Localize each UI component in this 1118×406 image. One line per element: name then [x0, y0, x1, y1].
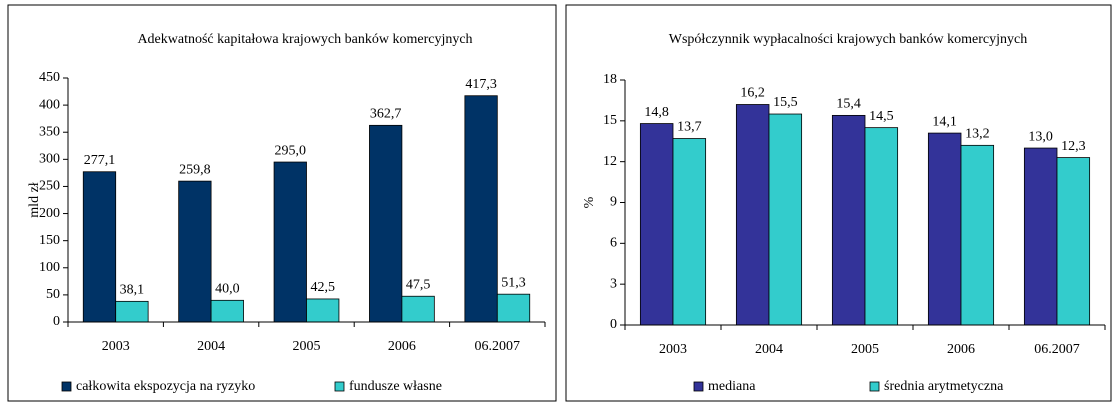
data-label: 14,8 — [644, 105, 669, 120]
data-label: 13,0 — [1028, 129, 1053, 144]
bar — [369, 124, 403, 323]
bar — [960, 144, 995, 326]
data-label: 42,5 — [310, 280, 335, 295]
y-tick-label: 12 — [603, 154, 617, 169]
data-label: 13,2 — [965, 127, 990, 142]
data-label: 14,5 — [869, 109, 894, 124]
bar — [306, 298, 340, 323]
y-axis-label: % — [582, 196, 597, 208]
bar — [115, 300, 149, 323]
bar — [1056, 157, 1091, 326]
data-label: 15,5 — [773, 95, 798, 110]
bar — [496, 293, 531, 323]
data-label: 13,7 — [677, 120, 702, 135]
y-tick-label: 3 — [610, 276, 617, 291]
data-label: 295,0 — [275, 143, 307, 158]
legend-marker — [334, 381, 345, 392]
chart-frame — [565, 4, 1112, 402]
chart-title: Współczynnik wypłacalności krajowych ban… — [669, 32, 1027, 47]
legend-label: całkowita ekspozycja na ryzyko — [76, 379, 255, 394]
y-axis-label: mld zł — [27, 182, 42, 217]
bar — [768, 113, 803, 326]
bar — [82, 171, 117, 323]
y-tick-label: 50 — [46, 287, 60, 302]
legend-marker — [869, 381, 880, 392]
y-tick-label: 0 — [610, 317, 617, 332]
chart-frame — [7, 4, 557, 402]
y-tick-label: 350 — [39, 124, 60, 139]
legend-marker — [61, 381, 72, 392]
x-tick-label: 06.2007 — [475, 339, 521, 354]
x-tick-label: 06.2007 — [1034, 342, 1080, 357]
data-label: 38,1 — [120, 283, 145, 298]
bar — [273, 161, 307, 323]
bar — [927, 132, 962, 326]
x-tick-label: 2006 — [947, 342, 975, 357]
data-label: 40,0 — [215, 282, 240, 297]
y-tick-label: 15 — [603, 113, 617, 128]
bar — [864, 127, 899, 326]
bar — [639, 123, 674, 326]
chart-title: Adekwatność kapitałowa krajowych banków … — [137, 32, 472, 47]
y-tick-label: 300 — [39, 152, 60, 167]
x-tick-label: 2004 — [755, 342, 783, 357]
legend-marker — [693, 381, 704, 392]
data-label: 277,1 — [84, 153, 116, 168]
x-tick-label: 2003 — [659, 342, 687, 357]
y-tick-label: 9 — [610, 195, 617, 210]
legend-label: fundusze własne — [349, 379, 442, 394]
y-tick-label: 200 — [39, 206, 60, 221]
bar — [1023, 147, 1058, 326]
y-tick-label: 18 — [603, 72, 617, 87]
bar — [672, 138, 707, 326]
data-label: 47,5 — [406, 277, 431, 292]
x-tick-label: 2003 — [102, 339, 130, 354]
y-tick-label: 250 — [39, 179, 60, 194]
bar — [401, 295, 435, 323]
x-tick-label: 2005 — [293, 339, 321, 354]
bar — [178, 180, 212, 323]
data-label: 12,3 — [1061, 139, 1086, 154]
bar — [464, 95, 498, 323]
data-label: 259,8 — [179, 162, 211, 177]
y-tick-label: 100 — [39, 260, 60, 275]
y-tick-label: 0 — [53, 314, 60, 329]
legend-label: mediana — [708, 379, 756, 394]
bar — [210, 299, 244, 323]
x-tick-label: 2005 — [851, 342, 879, 357]
y-tick-label: 150 — [39, 233, 60, 248]
x-tick-label: 2006 — [388, 339, 416, 354]
y-tick-label: 450 — [39, 70, 60, 85]
data-label: 15,4 — [836, 97, 861, 112]
data-label: 362,7 — [370, 107, 402, 122]
data-label: 14,1 — [932, 114, 957, 129]
x-tick-label: 2004 — [197, 339, 225, 354]
bar — [735, 104, 770, 326]
bar — [831, 114, 866, 326]
y-tick-label: 400 — [39, 97, 60, 112]
legend-label: średnia arytmetyczna — [884, 379, 1004, 394]
data-label: 51,3 — [501, 275, 526, 290]
data-label: 16,2 — [740, 86, 765, 101]
y-tick-label: 6 — [610, 236, 617, 251]
data-label: 417,3 — [465, 77, 497, 92]
